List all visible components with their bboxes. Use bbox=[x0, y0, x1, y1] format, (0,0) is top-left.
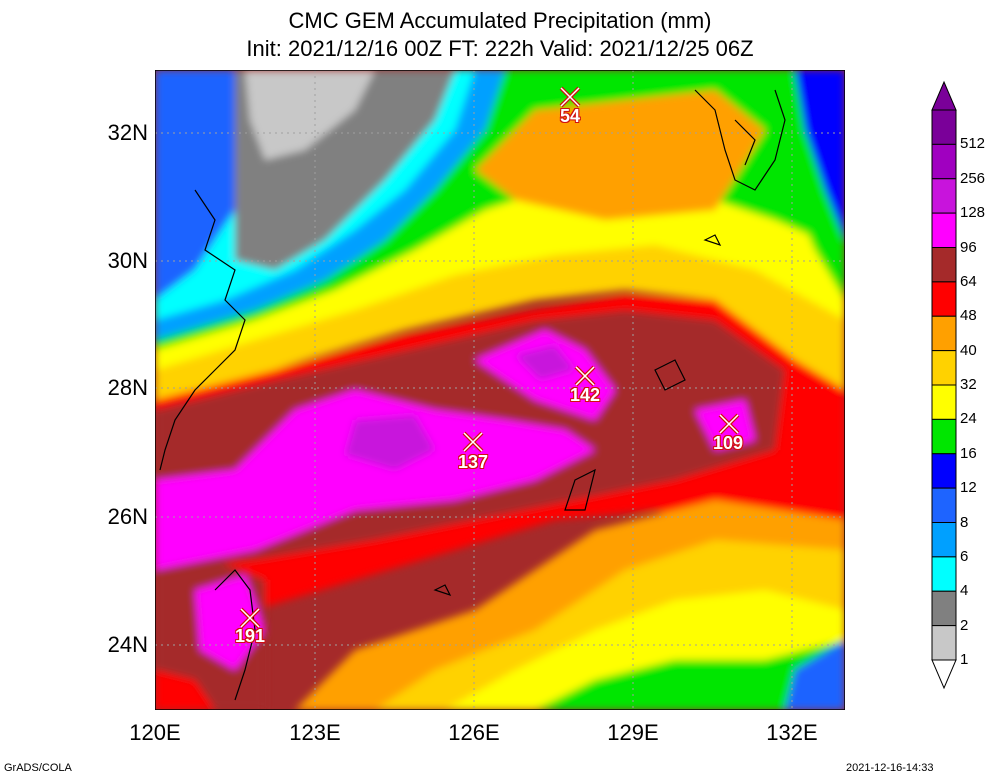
legend-swatch bbox=[931, 418, 957, 455]
marker-x-icon bbox=[462, 431, 484, 453]
marker-x-icon bbox=[239, 607, 261, 629]
marker-x-icon bbox=[559, 86, 581, 108]
legend-swatch bbox=[931, 247, 957, 283]
y-tick-label: 32N bbox=[107, 120, 148, 145]
legend-swatch bbox=[931, 590, 957, 627]
legend-label: 2 bbox=[960, 616, 969, 634]
legend-swatch bbox=[931, 625, 957, 661]
legend-swatch bbox=[931, 350, 957, 386]
y-tick-label: 26N bbox=[107, 504, 148, 529]
grid-lines bbox=[155, 70, 845, 710]
legend-label: 32 bbox=[960, 376, 977, 393]
x-tick-label: 132E bbox=[766, 720, 818, 745]
legend-top-arrow bbox=[931, 80, 957, 111]
legend-swatch bbox=[931, 315, 957, 352]
legend-label: 40 bbox=[960, 341, 977, 359]
y-tick-label: 28N bbox=[107, 375, 148, 400]
map-title: CMC GEM Accumulated Precipitation (mm) bbox=[288, 8, 712, 33]
legend-label: 96 bbox=[960, 238, 977, 256]
legend-swatch bbox=[931, 281, 957, 317]
marker-label: 137 bbox=[457, 452, 489, 472]
coastlines bbox=[159, 89, 786, 701]
x-tick-label: 120E bbox=[129, 720, 181, 745]
footer-timestamp: 2021-12-16-14:33 bbox=[846, 762, 934, 774]
marker-x-icon bbox=[574, 365, 596, 387]
legend-label: 64 bbox=[960, 272, 977, 290]
legend-swatch bbox=[931, 384, 957, 420]
precipitation-map bbox=[155, 70, 845, 710]
marker-label: 109 bbox=[712, 433, 744, 453]
legend-swatch bbox=[931, 453, 957, 489]
map-subtitle: Init: 2021/12/16 00Z FT: 222h Valid: 202… bbox=[246, 36, 754, 61]
y-tick-label: 30N bbox=[107, 248, 148, 273]
legend-swatch bbox=[931, 178, 957, 214]
legend-label: 4 bbox=[960, 582, 969, 600]
legend-swatch bbox=[931, 487, 957, 523]
x-tick-label: 123E bbox=[289, 720, 341, 745]
marker-x-icon bbox=[718, 413, 740, 435]
legend-label: 512 bbox=[960, 135, 986, 153]
legend-label: 24 bbox=[960, 410, 977, 428]
x-tick-label: 129E bbox=[607, 720, 659, 745]
legend-bottom-arrow bbox=[931, 659, 957, 690]
legend-label: 128 bbox=[960, 204, 986, 222]
legend-label: 256 bbox=[960, 169, 986, 187]
legend-label: 1 bbox=[960, 651, 969, 668]
marker-label: 142 bbox=[569, 385, 601, 405]
x-tick-label: 126E bbox=[448, 720, 500, 745]
legend-swatch bbox=[931, 143, 957, 180]
legend-swatch bbox=[931, 522, 957, 558]
y-tick-label: 24N bbox=[107, 632, 148, 657]
legend-label: 8 bbox=[960, 513, 969, 531]
legend-label: 48 bbox=[960, 307, 977, 325]
marker-label: 54 bbox=[559, 106, 581, 126]
legend-swatch bbox=[931, 109, 957, 145]
legend-label: 6 bbox=[960, 547, 969, 565]
legend-swatch bbox=[931, 556, 957, 592]
legend-swatch bbox=[931, 212, 957, 248]
footer-credit: GrADS/COLA bbox=[4, 762, 72, 774]
legend-colorbar bbox=[931, 80, 957, 690]
legend-label: 16 bbox=[960, 444, 977, 462]
legend-label: 12 bbox=[960, 479, 977, 497]
marker-label: 191 bbox=[234, 626, 266, 646]
